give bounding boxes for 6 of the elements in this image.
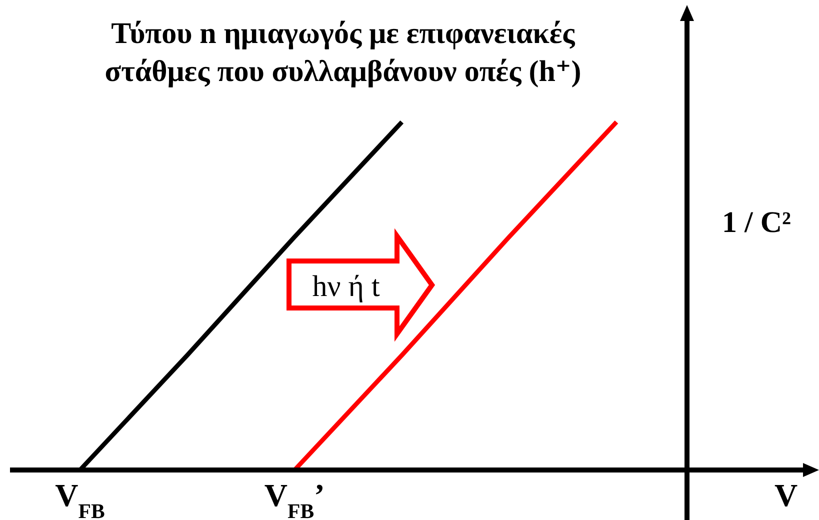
x-tick-label: V$_{FB}$’ [264, 477, 325, 520]
annotation: hν ή t [312, 270, 380, 303]
x-tick-label: V$_{FB}$ [55, 477, 105, 520]
chart-title: Τύπου n ημιαγωγός με επιφανειακές στάθμες που συλλαμβάνουν οπές (h⁺) [104, 17, 582, 88]
y-axis-title: 1 / C² [722, 206, 791, 239]
x-axis-title: V [774, 477, 798, 513]
